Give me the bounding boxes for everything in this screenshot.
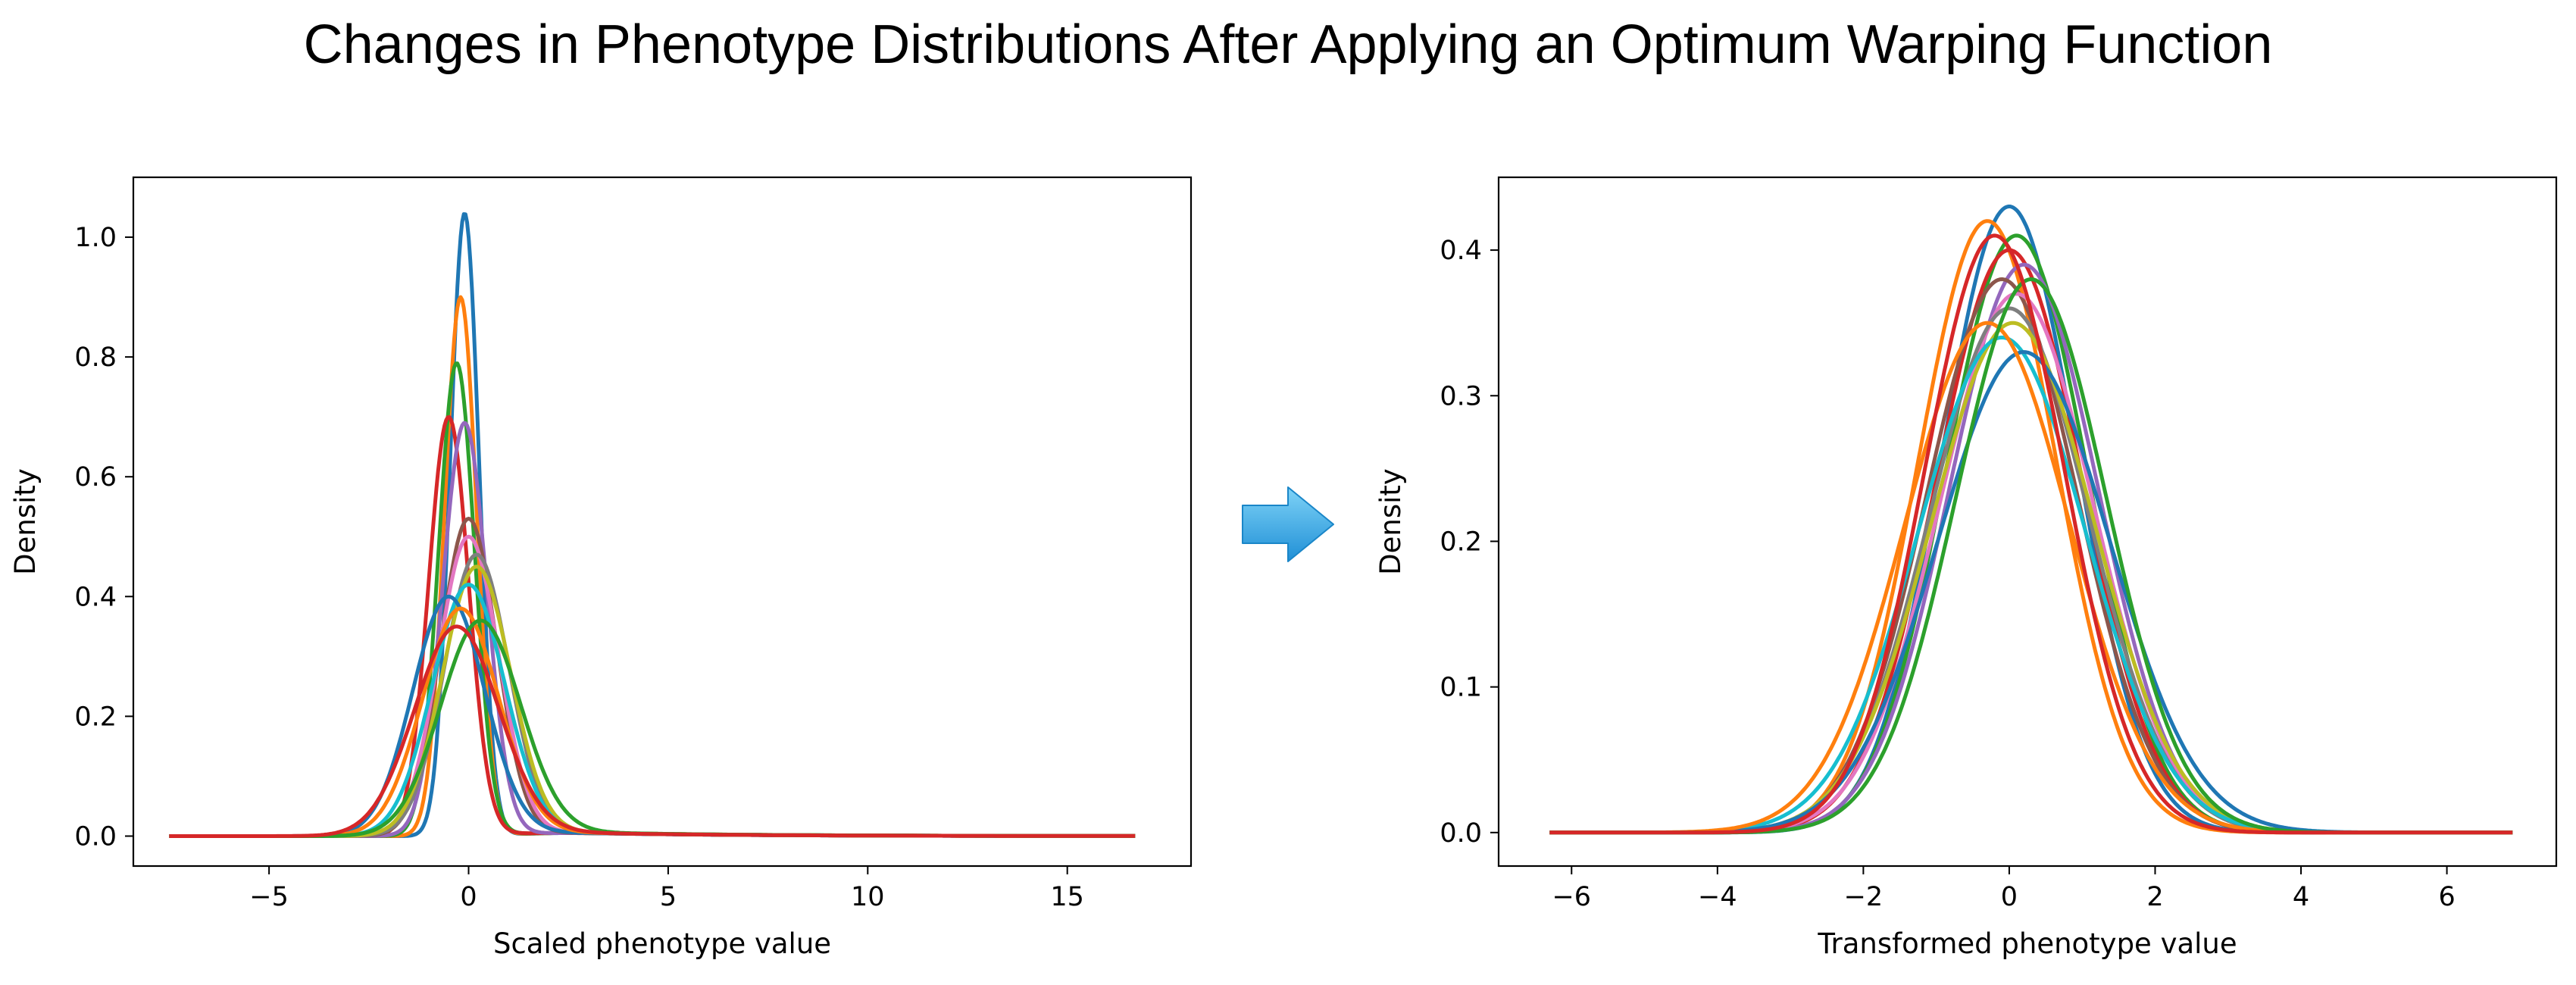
series-line <box>169 618 1136 838</box>
plot-frame <box>1497 176 2558 868</box>
series-line <box>169 421 1136 838</box>
series-line <box>1549 277 2513 835</box>
series-line <box>169 594 1136 838</box>
y-tick-label: 0.2 <box>74 702 117 732</box>
series-line <box>169 564 1136 838</box>
plot-frame <box>132 176 1193 868</box>
x-tick-label: 10 <box>851 882 885 912</box>
y-tick-label: 0.1 <box>1440 673 1482 703</box>
x-tick-label: −6 <box>1552 882 1591 912</box>
series-group <box>1549 205 2513 835</box>
series-line <box>1549 292 2513 835</box>
x-tick-label: 4 <box>2293 882 2309 912</box>
y-tick-label: 1.0 <box>74 223 117 253</box>
right-arrow-icon <box>1242 486 1334 562</box>
series-line <box>1549 277 2513 835</box>
series-line <box>1549 321 2513 835</box>
y-tick-label: 0.2 <box>1440 527 1482 557</box>
series-line <box>1549 335 2513 835</box>
x-tick-label: 6 <box>2438 882 2455 912</box>
x-tick-label: 2 <box>2146 882 2163 912</box>
series-line <box>169 212 1136 838</box>
x-tick-label: 0 <box>2001 882 2018 912</box>
x-tick-label: −2 <box>1844 882 1884 912</box>
left-chart: −5 0 5 10 15 0.0 0.2 0.4 0.6 0.8 1.0 Scaled phenoty… <box>9 176 1193 960</box>
series-line <box>1549 321 2513 835</box>
series-line <box>169 295 1136 838</box>
x-tick-label: 5 <box>660 882 677 912</box>
y-tick-label: 0.0 <box>74 821 117 852</box>
x-axis-label: Scaled phenotype value <box>493 927 831 960</box>
series-line <box>1549 233 2513 835</box>
figure-title: Changes in Phenotype Distributions After… <box>303 14 2273 75</box>
series-line <box>1549 350 2513 835</box>
series-line <box>169 606 1136 838</box>
series-line <box>169 534 1136 838</box>
x-tick-label: 15 <box>1050 882 1084 912</box>
x-tick-label: −5 <box>249 882 289 912</box>
x-tick-label: −4 <box>1698 882 1737 912</box>
series-line <box>169 552 1136 838</box>
series-group <box>169 212 1136 838</box>
series-line <box>169 415 1136 838</box>
series-line <box>1549 262 2513 835</box>
right-chart: −6 −4 −2 0 2 4 6 0.0 0.1 0.2 0.3 0.4 Transformed phe… <box>1374 176 2558 960</box>
series-line <box>169 583 1136 838</box>
x-axis-label: Transformed phenotype value <box>1817 927 2237 960</box>
series-line <box>169 624 1136 838</box>
y-tick-label: 0.3 <box>1440 381 1482 411</box>
y-tick-label: 0.0 <box>1440 818 1482 849</box>
y-tick-label: 0.4 <box>74 582 117 612</box>
series-line <box>169 517 1136 838</box>
y-axis-label: Density <box>9 468 42 575</box>
y-axis-label: Density <box>1374 468 1407 575</box>
y-tick-label: 0.4 <box>1440 236 1482 266</box>
x-tick-label: 0 <box>460 882 477 912</box>
y-tick-label: 0.6 <box>74 462 117 492</box>
series-line <box>169 361 1136 838</box>
y-tick-label: 0.8 <box>74 342 117 373</box>
